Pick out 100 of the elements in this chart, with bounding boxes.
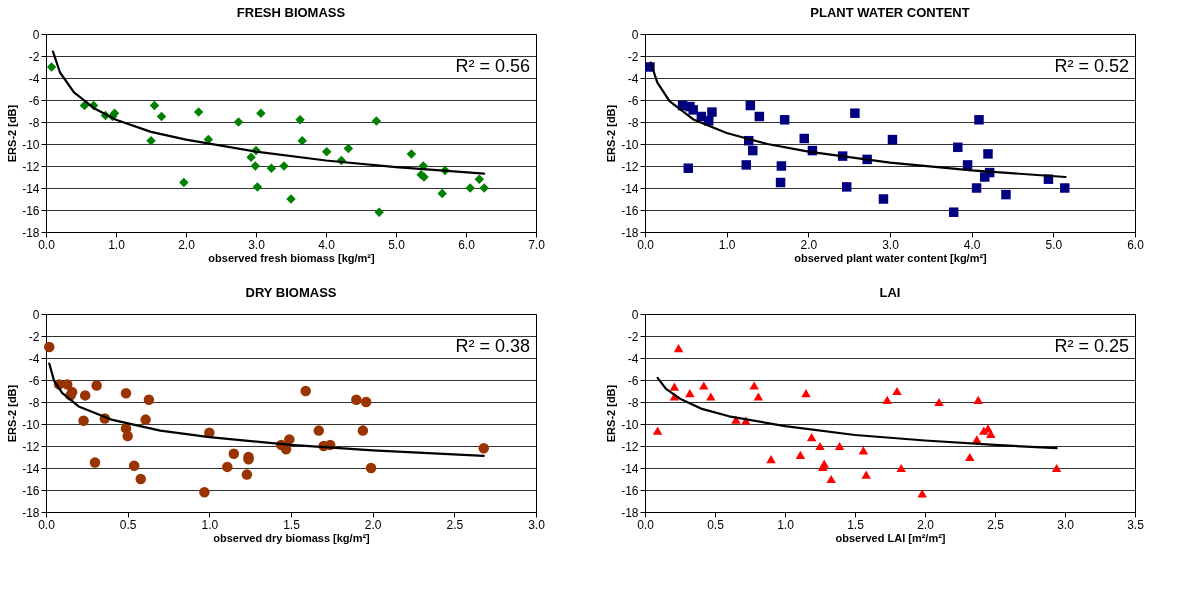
point	[365, 462, 377, 474]
x-tick-label: 0.5	[707, 517, 725, 532]
point	[826, 474, 836, 484]
x-tick-label: 0.5	[119, 517, 137, 532]
point	[779, 115, 790, 125]
point	[971, 183, 982, 193]
x-axis-title: observed dry biomass [kg/m²]	[213, 531, 371, 544]
point	[89, 457, 101, 468]
chart-title: FRESH BIOMASS	[236, 5, 346, 20]
point	[806, 433, 817, 442]
point	[297, 135, 307, 146]
point	[266, 163, 277, 173]
point	[343, 143, 354, 154]
point	[143, 394, 155, 406]
x-tick-label: 2.0	[364, 517, 382, 532]
point	[1060, 183, 1070, 193]
point	[934, 397, 944, 407]
point	[683, 163, 694, 173]
point	[799, 133, 809, 144]
x-tick-label: 2.0	[178, 237, 196, 252]
x-tick-label: 1.0	[718, 237, 736, 252]
y-tick-label: -8	[627, 395, 639, 410]
y-axis-title: ERS-2 [dB]	[605, 104, 618, 163]
point	[140, 414, 151, 425]
annotation: R² = 0.56	[455, 56, 530, 76]
y-tick-label: -18	[621, 225, 639, 240]
point	[1001, 189, 1011, 200]
point	[841, 182, 852, 192]
y-tick-label: -14	[22, 181, 40, 196]
point	[357, 425, 369, 436]
x-tick-label: 3.5	[1127, 517, 1145, 532]
point	[983, 149, 993, 159]
point	[882, 395, 892, 404]
point	[474, 174, 485, 184]
point	[669, 382, 680, 391]
point	[228, 448, 240, 459]
y-tick-label: -2	[627, 49, 639, 64]
y-tick-label: -14	[621, 461, 639, 476]
x-tick-label: 4.0	[963, 237, 981, 252]
point	[149, 100, 160, 111]
x-tick-label: 2.5	[987, 517, 1005, 532]
point	[815, 441, 825, 451]
point	[437, 188, 447, 199]
y-tick-label: -18	[22, 505, 40, 520]
point	[896, 463, 906, 473]
point	[478, 442, 489, 454]
point	[745, 100, 756, 111]
x-tick-label: 1.0	[777, 517, 795, 532]
point	[754, 111, 765, 122]
x-tick-label: 3.0	[882, 237, 900, 252]
point	[917, 489, 927, 498]
point	[801, 389, 811, 398]
y-tick-label: -16	[621, 203, 639, 218]
point	[850, 108, 860, 118]
x-tick-label: 1.5	[847, 517, 865, 532]
point	[91, 380, 102, 391]
x-axis-title: observed LAI [m²/m²]	[835, 531, 946, 544]
point	[776, 161, 787, 171]
chart-title: PLANT WATER CONTENT	[810, 5, 970, 20]
y-axis-title: ERS-2 [dB]	[6, 384, 19, 443]
y-tick-label: -8	[28, 395, 40, 410]
point	[795, 450, 806, 459]
point	[962, 160, 973, 170]
point	[861, 470, 871, 479]
point	[748, 145, 758, 156]
point	[673, 343, 684, 353]
x-tick-label: 6.0	[458, 237, 476, 252]
point	[79, 390, 91, 401]
chart-title: LAI	[879, 285, 901, 300]
point	[699, 381, 709, 390]
x-tick-label: 0.0	[38, 237, 56, 252]
y-tick-label: -18	[22, 225, 40, 240]
x-tick-label: 1.5	[283, 517, 301, 532]
x-tick-label: 1.0	[201, 517, 219, 532]
y-tick-label: -6	[28, 373, 40, 388]
point	[360, 396, 372, 408]
point	[652, 426, 663, 435]
y-tick-label: 0	[32, 27, 40, 42]
point	[313, 425, 325, 436]
point	[120, 387, 132, 399]
x-tick-label: 4.0	[318, 237, 336, 252]
point	[688, 105, 698, 115]
point	[128, 460, 140, 472]
point	[753, 392, 764, 401]
y-tick-label: -6	[627, 373, 639, 388]
y-tick-label: -16	[22, 483, 40, 498]
x-tick-label: 0.0	[637, 517, 655, 532]
point	[986, 429, 996, 439]
x-tick-label: 5.0	[1045, 237, 1063, 252]
y-tick-label: -10	[22, 417, 40, 432]
x-tick-label: 5.0	[388, 237, 406, 252]
annotation: R² = 0.52	[1054, 56, 1129, 76]
point	[878, 194, 889, 204]
point	[44, 341, 55, 353]
point	[241, 469, 253, 480]
point	[406, 149, 417, 159]
point	[1051, 463, 1062, 473]
x-tick-label: 2.0	[917, 517, 935, 532]
point	[193, 107, 204, 117]
point	[741, 160, 752, 170]
